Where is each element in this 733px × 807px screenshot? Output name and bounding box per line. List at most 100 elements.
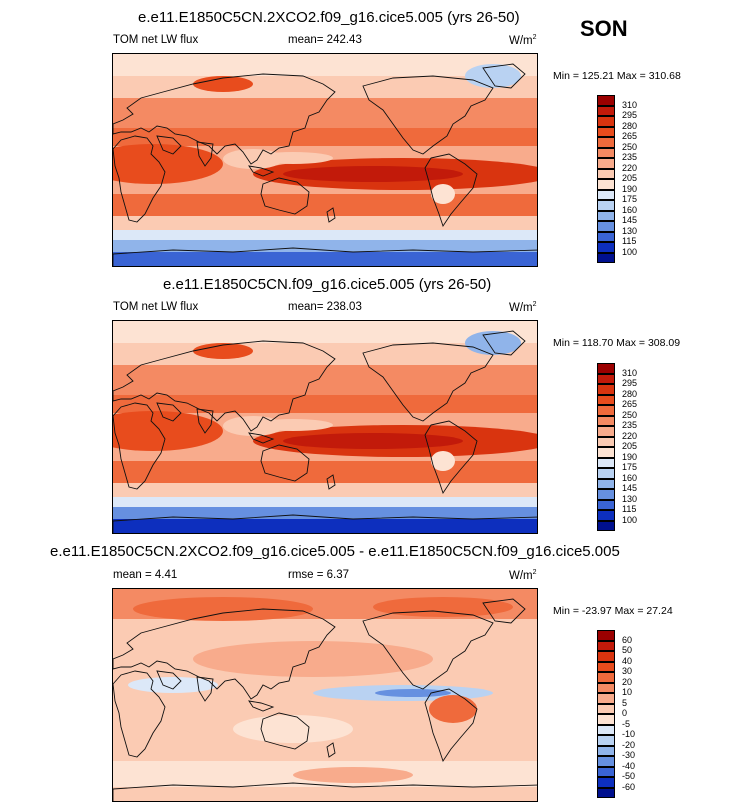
colorbar-swatch (597, 189, 615, 200)
colorbar-swatch (597, 415, 615, 426)
colorbar-swatch (597, 787, 615, 798)
colorbar-tick-label: 280 (622, 388, 638, 399)
panel-1-variable-label: TOM net LW flux (113, 34, 199, 46)
colorbar-tick-label: -60 (622, 781, 636, 792)
panel-3-title: e.e11.E1850C5CN.2XCO2.f09_g16.cice5.005 … (50, 543, 620, 560)
colorbar-tick-label: 250 (622, 141, 638, 152)
panel-1-colorbar (597, 95, 615, 263)
colorbar-tick-label: 115 (622, 236, 637, 246)
colorbar-tick-label: 175 (622, 462, 638, 472)
colorbar-tick-label: 205 (622, 173, 638, 183)
panel-3-min-max: Min = -23.97 Max = 27.24 (553, 605, 673, 617)
panel-1-min-max: Min = 125.21 Max = 310.68 (553, 70, 681, 82)
panel-1-mean-label: mean= 242.43 (288, 34, 362, 46)
colorbar-tick-label: 10 (622, 687, 633, 697)
panel-2-colorbar (597, 363, 615, 531)
colorbar-tick-label: 100 (622, 246, 638, 257)
colorbar-swatch (597, 478, 615, 489)
colorbar-swatch (597, 777, 615, 788)
colorbar-tick-label: 235 (622, 420, 638, 430)
colorbar-swatch (597, 384, 615, 395)
colorbar-swatch (597, 682, 615, 693)
colorbar-swatch (597, 703, 615, 714)
colorbar-swatch (597, 158, 615, 169)
colorbar-swatch (597, 756, 615, 767)
colorbar-swatch (597, 630, 615, 641)
colorbar-swatch (597, 735, 615, 746)
colorbar-swatch (597, 147, 615, 158)
colorbar-tick-label: 190 (622, 451, 638, 462)
colorbar-tick-label: 40 (622, 655, 633, 666)
colorbar-tick-label: 295 (622, 110, 638, 120)
colorbar-tick-label: 130 (622, 493, 638, 504)
panel-2-map (112, 320, 538, 534)
colorbar-tick-label: 235 (622, 152, 638, 162)
colorbar-swatch (597, 489, 615, 500)
colorbar-swatch (597, 200, 615, 211)
colorbar-swatch (597, 373, 615, 384)
colorbar-swatch (597, 436, 615, 447)
colorbar-swatch (597, 210, 615, 221)
panel-3-rmse-label: rmse = 6.37 (288, 569, 350, 581)
colorbar-tick-label: 50 (622, 645, 633, 655)
season-label: SON (580, 16, 628, 41)
colorbar-tick-label: 265 (622, 399, 638, 409)
colorbar-swatch (597, 651, 615, 662)
colorbar-tick-label: 160 (622, 204, 638, 215)
colorbar-swatch (597, 105, 615, 116)
panel-3-colorbar (597, 630, 615, 798)
colorbar-tick-label: -50 (622, 771, 636, 781)
colorbar-tick-label: -5 (622, 718, 631, 729)
colorbar-tick-label: 30 (622, 666, 633, 676)
colorbar-tick-label: 20 (622, 676, 633, 687)
colorbar-tick-label: 100 (622, 514, 638, 525)
colorbar-swatch (597, 457, 615, 468)
colorbar-swatch (597, 95, 615, 106)
panel-3-mean-label: mean = 4.41 (113, 569, 178, 581)
colorbar-swatch (597, 468, 615, 479)
colorbar-swatch (597, 168, 615, 179)
panel-2-min-max: Min = 118.70 Max = 308.09 (553, 337, 681, 349)
colorbar-tick-label: 115 (622, 504, 637, 514)
colorbar-swatch (597, 693, 615, 704)
colorbar-swatch (597, 363, 615, 374)
panel-3-map (112, 588, 538, 802)
colorbar-tick-label: 190 (622, 183, 638, 194)
colorbar-swatch (597, 447, 615, 458)
colorbar-tick-label: -10 (622, 729, 636, 739)
colorbar-swatch (597, 179, 615, 190)
colorbar-tick-label: -20 (622, 739, 636, 750)
colorbar-tick-label: 280 (622, 120, 638, 131)
panel-2-units: W/m2 (509, 301, 537, 314)
colorbar-swatch (597, 231, 615, 242)
colorbar-swatch (597, 724, 615, 735)
colorbar-tick-label: 175 (622, 194, 638, 204)
panel-1-units: W/m2 (509, 34, 537, 47)
colorbar-swatch (597, 252, 615, 263)
colorbar-tick-label: -40 (622, 760, 636, 771)
colorbar-tick-label: 220 (622, 430, 638, 441)
colorbar-tick-label: 145 (622, 483, 638, 493)
panel-2-variable-label: TOM net LW flux (113, 301, 199, 313)
colorbar-tick-label: 220 (622, 162, 638, 173)
colorbar-swatch (597, 242, 615, 253)
colorbar-swatch (597, 745, 615, 756)
colorbar-tick-label: -30 (622, 750, 636, 760)
panel-1-title: e.e11.E1850C5CN.2XCO2.f09_g16.cice5.005 … (138, 9, 520, 26)
colorbar-tick-label: 310 (622, 99, 638, 110)
colorbar-swatch (597, 126, 615, 137)
panel-2-title: e.e11.E1850C5CN.f09_g16.cice5.005 (yrs 2… (163, 276, 492, 293)
panel-3-units: W/m2 (509, 569, 537, 582)
panel-2-mean-label: mean= 238.03 (288, 301, 362, 313)
colorbar-tick-label: 130 (622, 225, 638, 236)
colorbar-swatch (597, 520, 615, 531)
colorbar-swatch (597, 766, 615, 777)
colorbar-tick-label: 60 (622, 634, 633, 645)
colorbar-swatch (597, 640, 615, 651)
colorbar-swatch (597, 661, 615, 672)
colorbar-swatch (597, 137, 615, 148)
colorbar-swatch (597, 714, 615, 725)
colorbar-swatch (597, 405, 615, 416)
colorbar-tick-label: 250 (622, 409, 638, 420)
colorbar-tick-label: 295 (622, 378, 638, 388)
